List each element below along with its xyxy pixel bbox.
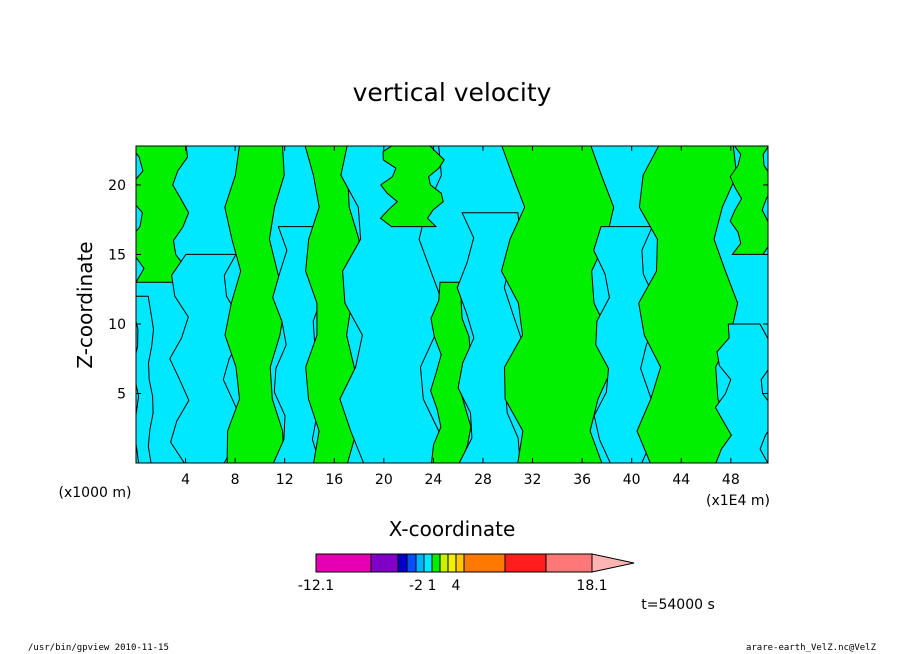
plot-frame bbox=[135, 145, 769, 464]
colorbar-arrow bbox=[591, 553, 635, 573]
y-tick-label: 10 bbox=[108, 317, 126, 333]
contour-region-positive bbox=[636, 146, 739, 463]
colorbar-label: -2 bbox=[409, 578, 423, 594]
colorbar-segment bbox=[315, 553, 372, 573]
x-axis-label: X-coordinate bbox=[389, 517, 516, 541]
contour-regions bbox=[136, 146, 768, 463]
colorbar: -12.1 -2 1 4 18.1 bbox=[298, 553, 635, 594]
y-axis-label: Z-coordinate bbox=[73, 241, 97, 368]
x-tick-label: 44 bbox=[672, 472, 690, 488]
contour-region-positive bbox=[224, 146, 286, 463]
contour-region-positive bbox=[729, 146, 768, 255]
colorbar-segment bbox=[397, 553, 408, 573]
colorbar-segment bbox=[370, 553, 399, 573]
contour-region-negative bbox=[714, 323, 768, 463]
time-label: t=54000 s bbox=[641, 597, 715, 613]
x-tick-label: 20 bbox=[375, 472, 393, 488]
contour-region-positive bbox=[380, 146, 445, 228]
x-tick-label: 36 bbox=[573, 472, 591, 488]
x-tick-label: 48 bbox=[722, 472, 740, 488]
colorbar-segment bbox=[463, 553, 506, 573]
x-axis: 4 8 12 16 20 24 28 32 36 40 44 48 bbox=[181, 146, 740, 488]
colorbar-segment bbox=[455, 553, 465, 573]
colorbar-segment bbox=[439, 553, 449, 573]
contour-region-negative bbox=[136, 295, 154, 463]
x-tick-label: 12 bbox=[276, 472, 294, 488]
colorbar-label: 4 bbox=[452, 578, 461, 594]
colorbar-label: -12.1 bbox=[298, 578, 334, 594]
x-tick-label: 8 bbox=[231, 472, 240, 488]
colorbar-segment bbox=[431, 553, 441, 573]
x-tick-label: 4 bbox=[181, 472, 190, 488]
colorbar-segment bbox=[415, 553, 425, 573]
colorbar-segment bbox=[447, 553, 457, 573]
y-tick-label: 5 bbox=[117, 386, 126, 402]
y-axis: 5 10 15 20 bbox=[108, 178, 768, 402]
colorbar-segment bbox=[545, 553, 593, 573]
colorbar-segment bbox=[504, 553, 547, 573]
footer-right: arare-earth_VelZ.nc@VelZ bbox=[745, 643, 876, 653]
y-tick-label: 15 bbox=[108, 247, 126, 263]
x-axis-unit-right: (x1E4 m) bbox=[706, 493, 770, 509]
x-tick-label: 32 bbox=[524, 472, 542, 488]
x-tick-label: 24 bbox=[424, 472, 442, 488]
colorbar-segment bbox=[406, 553, 417, 573]
colorbar-label: 18.1 bbox=[576, 578, 607, 594]
x-tick-label: 16 bbox=[325, 472, 343, 488]
chart-title: vertical velocity bbox=[353, 78, 552, 107]
x-tick-label: 40 bbox=[623, 472, 641, 488]
footer-left: /usr/bin/gpview 2010-11-15 bbox=[28, 643, 169, 653]
colorbar-label: 1 bbox=[428, 578, 437, 594]
colorbar-segment bbox=[423, 553, 433, 573]
x-axis-unit-left: (x1000 m) bbox=[59, 485, 132, 501]
y-tick-label: 20 bbox=[108, 178, 126, 194]
x-tick-label: 28 bbox=[474, 472, 492, 488]
